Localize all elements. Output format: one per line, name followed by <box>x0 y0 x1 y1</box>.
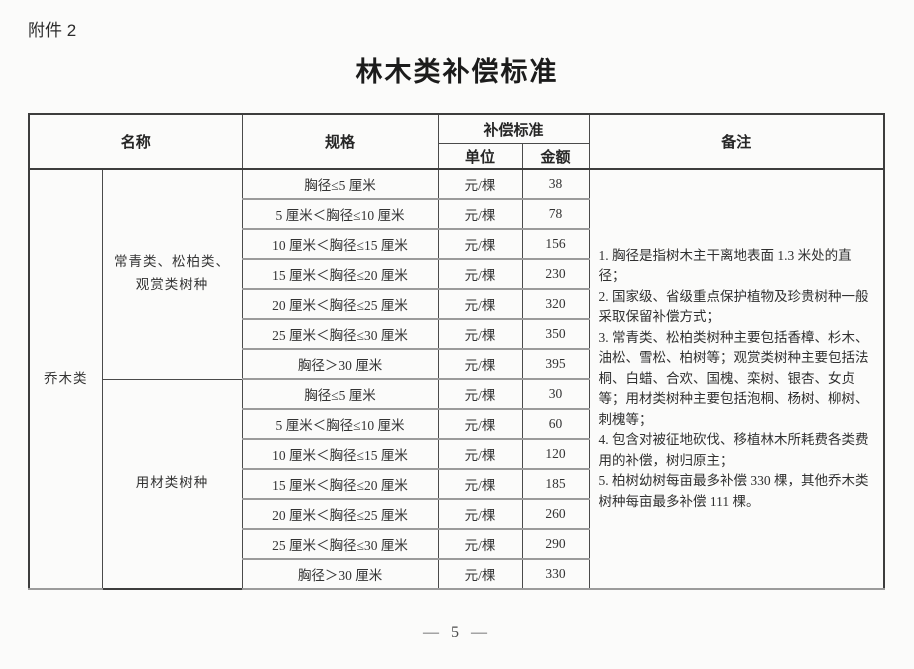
remark-item-3: 3. 常青类、松柏类树种主要包括香樟、杉木、油松、雪松、柏树等；观赏类树种主要包… <box>598 329 869 427</box>
amount-cell: 30 <box>521 378 590 410</box>
unit-cell: 元/棵 <box>437 498 523 530</box>
group-1-name-cell: 常青类、松柏类、观赏类树种 <box>101 168 243 380</box>
header-standard: 补偿标准 <box>437 113 590 144</box>
amount-cell: 185 <box>521 468 590 500</box>
remark-item-1: 1. 胸径是指树木主干离地表面 1.3 米处的直径； <box>598 247 852 284</box>
spec-cell: 胸径＞30 厘米 <box>241 348 439 380</box>
spec-cell: 10 厘米＜胸径≤15 厘米 <box>241 438 439 470</box>
spec-cell: 5 厘米＜胸径≤10 厘米 <box>241 408 439 440</box>
table-row: 胸径＞30 厘米 元/棵 330 <box>29 558 884 590</box>
unit-cell: 元/棵 <box>437 228 523 260</box>
table-header: 名称 规格 补偿标准 备注 单位 金额 <box>28 113 885 170</box>
header-amount: 金额 <box>521 143 590 170</box>
remark-item-5: 5. 柏树幼树每亩最多补偿 330 棵，其他乔木类树种每亩最多补偿 111 棵。 <box>598 473 869 509</box>
header-row-2: 单位 金额 <box>29 143 884 170</box>
amount-cell: 78 <box>521 198 590 230</box>
spec-cell: 胸径＞30 厘米 <box>241 558 439 590</box>
unit-cell: 元/棵 <box>437 378 523 410</box>
spec-cell: 10 厘米＜胸径≤15 厘米 <box>241 228 439 260</box>
spec-cell: 25 厘米＜胸径≤30 厘米 <box>241 318 439 350</box>
unit-cell: 元/棵 <box>437 198 523 230</box>
spec-cell: 胸径≤5 厘米 <box>241 168 439 200</box>
header-name: 名称 <box>28 113 243 170</box>
remark-item-4: 4. 包含对被征地砍伐、移植林木所耗费各类费用的补偿，树归原主； <box>598 432 869 468</box>
unit-cell: 元/棵 <box>437 528 523 560</box>
unit-cell: 元/棵 <box>437 408 523 440</box>
table-row: 15 厘米＜胸径≤20 厘米 元/棵 230 <box>29 258 884 290</box>
table-row: 10 厘米＜胸径≤15 厘米 元/棵 120 <box>29 438 884 470</box>
spec-cell: 5 厘米＜胸径≤10 厘米 <box>241 198 439 230</box>
amount-cell: 290 <box>521 528 590 560</box>
page-number: — 5 — <box>423 624 491 641</box>
table-row: 5 厘米＜胸径≤10 厘米 元/棵 60 <box>29 408 884 440</box>
table-row: 用材类树种 胸径≤5 厘米 元/棵 30 <box>29 378 884 590</box>
amount-cell: 60 <box>521 408 590 440</box>
amount-cell: 156 <box>521 228 590 260</box>
spec-cell: 15 厘米＜胸径≤20 厘米 <box>241 468 439 500</box>
table-row: 胸径＞30 厘米 元/棵 395 <box>29 348 884 380</box>
spec-cell: 胸径≤5 厘米 <box>241 378 439 410</box>
table-row: 20 厘米＜胸径≤25 厘米 元/棵 320 <box>29 288 884 320</box>
unit-cell: 元/棵 <box>437 438 523 470</box>
table-row: 15 厘米＜胸径≤20 厘米 元/棵 185 <box>29 468 884 500</box>
unit-cell: 元/棵 <box>437 318 523 350</box>
table-body: 乔木类 常青类、松柏类、观赏类树种 胸径≤5 厘米 元/棵 38 1. 胸径是指… <box>28 168 885 590</box>
amount-cell: 120 <box>521 438 590 470</box>
header-spec: 规格 <box>241 113 439 170</box>
header-unit: 单位 <box>437 143 523 170</box>
amount-cell: 350 <box>521 318 590 350</box>
table-row: 10 厘米＜胸径≤15 厘米 元/棵 156 <box>29 228 884 260</box>
page-title: 林木类补偿标准 <box>355 57 559 87</box>
header-row-1: 名称 规格 补偿标准 备注 <box>28 113 885 170</box>
group-2-name-cell: 用材类树种 <box>101 378 243 590</box>
spec-cell: 25 厘米＜胸径≤30 厘米 <box>241 528 439 560</box>
category-cell: 乔木类 <box>28 168 103 590</box>
unit-cell: 元/棵 <box>437 168 523 200</box>
amount-cell: 320 <box>521 288 590 320</box>
table-row: 25 厘米＜胸径≤30 厘米 元/棵 350 <box>29 318 884 350</box>
unit-cell: 元/棵 <box>437 348 523 380</box>
amount-cell: 330 <box>521 558 590 590</box>
amount-cell: 395 <box>521 348 590 380</box>
table-row: 25 厘米＜胸径≤30 厘米 元/棵 290 <box>29 528 884 560</box>
spec-cell: 20 厘米＜胸径≤25 厘米 <box>241 288 439 320</box>
header-remarks: 备注 <box>588 113 885 170</box>
unit-cell: 元/棵 <box>437 468 523 500</box>
remark-item-2: 2. 国家级、省级重点保护植物及珍贵树种一般采取保留补偿方式； <box>598 288 869 325</box>
remarks-cell: 1. 胸径是指树木主干离地表面 1.3 米处的直径； 2. 国家级、省级重点保护… <box>588 168 885 590</box>
table-row: 20 厘米＜胸径≤25 厘米 元/棵 260 <box>29 498 884 530</box>
unit-cell: 元/棵 <box>437 258 523 290</box>
compensation-table: 名称 规格 补偿标准 备注 单位 金额 乔木类 常青类、松柏类、观赏类树种 胸径… <box>28 113 886 590</box>
unit-cell: 元/棵 <box>437 558 523 590</box>
amount-cell: 260 <box>521 498 590 530</box>
table-row: 乔木类 常青类、松柏类、观赏类树种 胸径≤5 厘米 元/棵 38 1. 胸径是指… <box>28 168 885 590</box>
spec-cell: 20 厘米＜胸径≤25 厘米 <box>241 498 439 530</box>
spec-cell: 15 厘米＜胸径≤20 厘米 <box>241 258 439 290</box>
table-row: 5 厘米＜胸径≤10 厘米 元/棵 78 <box>29 198 884 230</box>
amount-cell: 38 <box>521 168 590 200</box>
attachment-label: 附件 2 <box>28 21 77 40</box>
unit-cell: 元/棵 <box>437 288 523 320</box>
amount-cell: 230 <box>521 258 590 290</box>
